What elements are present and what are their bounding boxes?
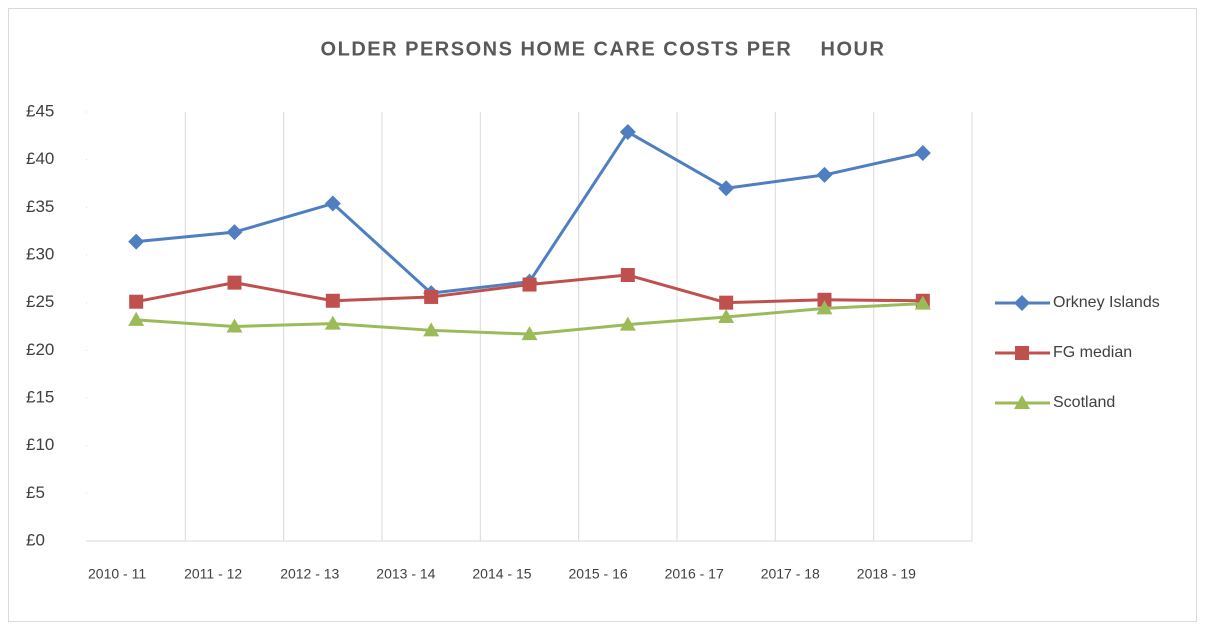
legend-label: Orkney Islands	[1053, 294, 1160, 311]
y-tick-label: £0	[26, 530, 45, 549]
chart-title: OLDER PERSONS HOME CARE COSTS PER HOUR	[321, 38, 886, 60]
x-tick-label: 2015 - 16	[569, 566, 628, 582]
point-marker	[324, 195, 341, 212]
point-marker	[227, 275, 242, 290]
y-tick-label: £25	[26, 292, 54, 311]
point-marker	[128, 311, 145, 326]
chart-border	[8, 8, 1197, 622]
point-marker	[226, 224, 243, 241]
x-tick-label: 2010 - 11	[88, 566, 146, 582]
x-tick-label: 2013 - 14	[376, 566, 435, 582]
y-tick-label: £45	[26, 101, 54, 120]
y-tick-label: £20	[26, 340, 54, 359]
point-marker	[128, 233, 145, 250]
x-tick-label: 2014 - 15	[472, 566, 531, 582]
x-tick-label: 2018 - 19	[857, 566, 916, 582]
point-marker	[226, 318, 243, 333]
point-marker	[619, 124, 636, 141]
x-tick-label: 2011 - 12	[184, 566, 242, 582]
legend-marker	[1015, 346, 1029, 360]
point-marker	[324, 315, 341, 330]
legend-label: Scotland	[1053, 394, 1115, 411]
y-tick-label: £40	[26, 149, 54, 168]
y-tick-label: £5	[26, 483, 45, 502]
point-marker	[325, 293, 340, 308]
point-marker	[816, 300, 833, 315]
point-marker	[424, 289, 439, 304]
point-marker	[129, 294, 144, 309]
point-marker	[718, 308, 735, 323]
y-tick-label: £10	[26, 435, 54, 454]
point-marker	[816, 166, 833, 183]
x-tick-label: 2012 - 13	[280, 566, 339, 582]
legend-label: FG median	[1053, 344, 1132, 361]
y-tick-label: £35	[26, 197, 54, 216]
x-tick-label: 2017 - 18	[761, 566, 820, 582]
point-marker	[914, 144, 931, 161]
point-marker	[521, 326, 538, 341]
x-tick-label: 2016 - 17	[665, 566, 724, 582]
point-marker	[423, 322, 440, 337]
legend-marker	[1014, 395, 1030, 409]
point-marker	[914, 295, 931, 310]
y-tick-label: £15	[26, 387, 54, 406]
point-marker	[718, 180, 735, 197]
legend-marker	[1014, 295, 1030, 311]
point-marker	[619, 316, 636, 331]
point-marker	[719, 295, 734, 310]
y-tick-label: £30	[26, 244, 54, 263]
point-marker	[522, 277, 537, 292]
point-marker	[620, 268, 635, 283]
point-marker	[817, 292, 832, 307]
